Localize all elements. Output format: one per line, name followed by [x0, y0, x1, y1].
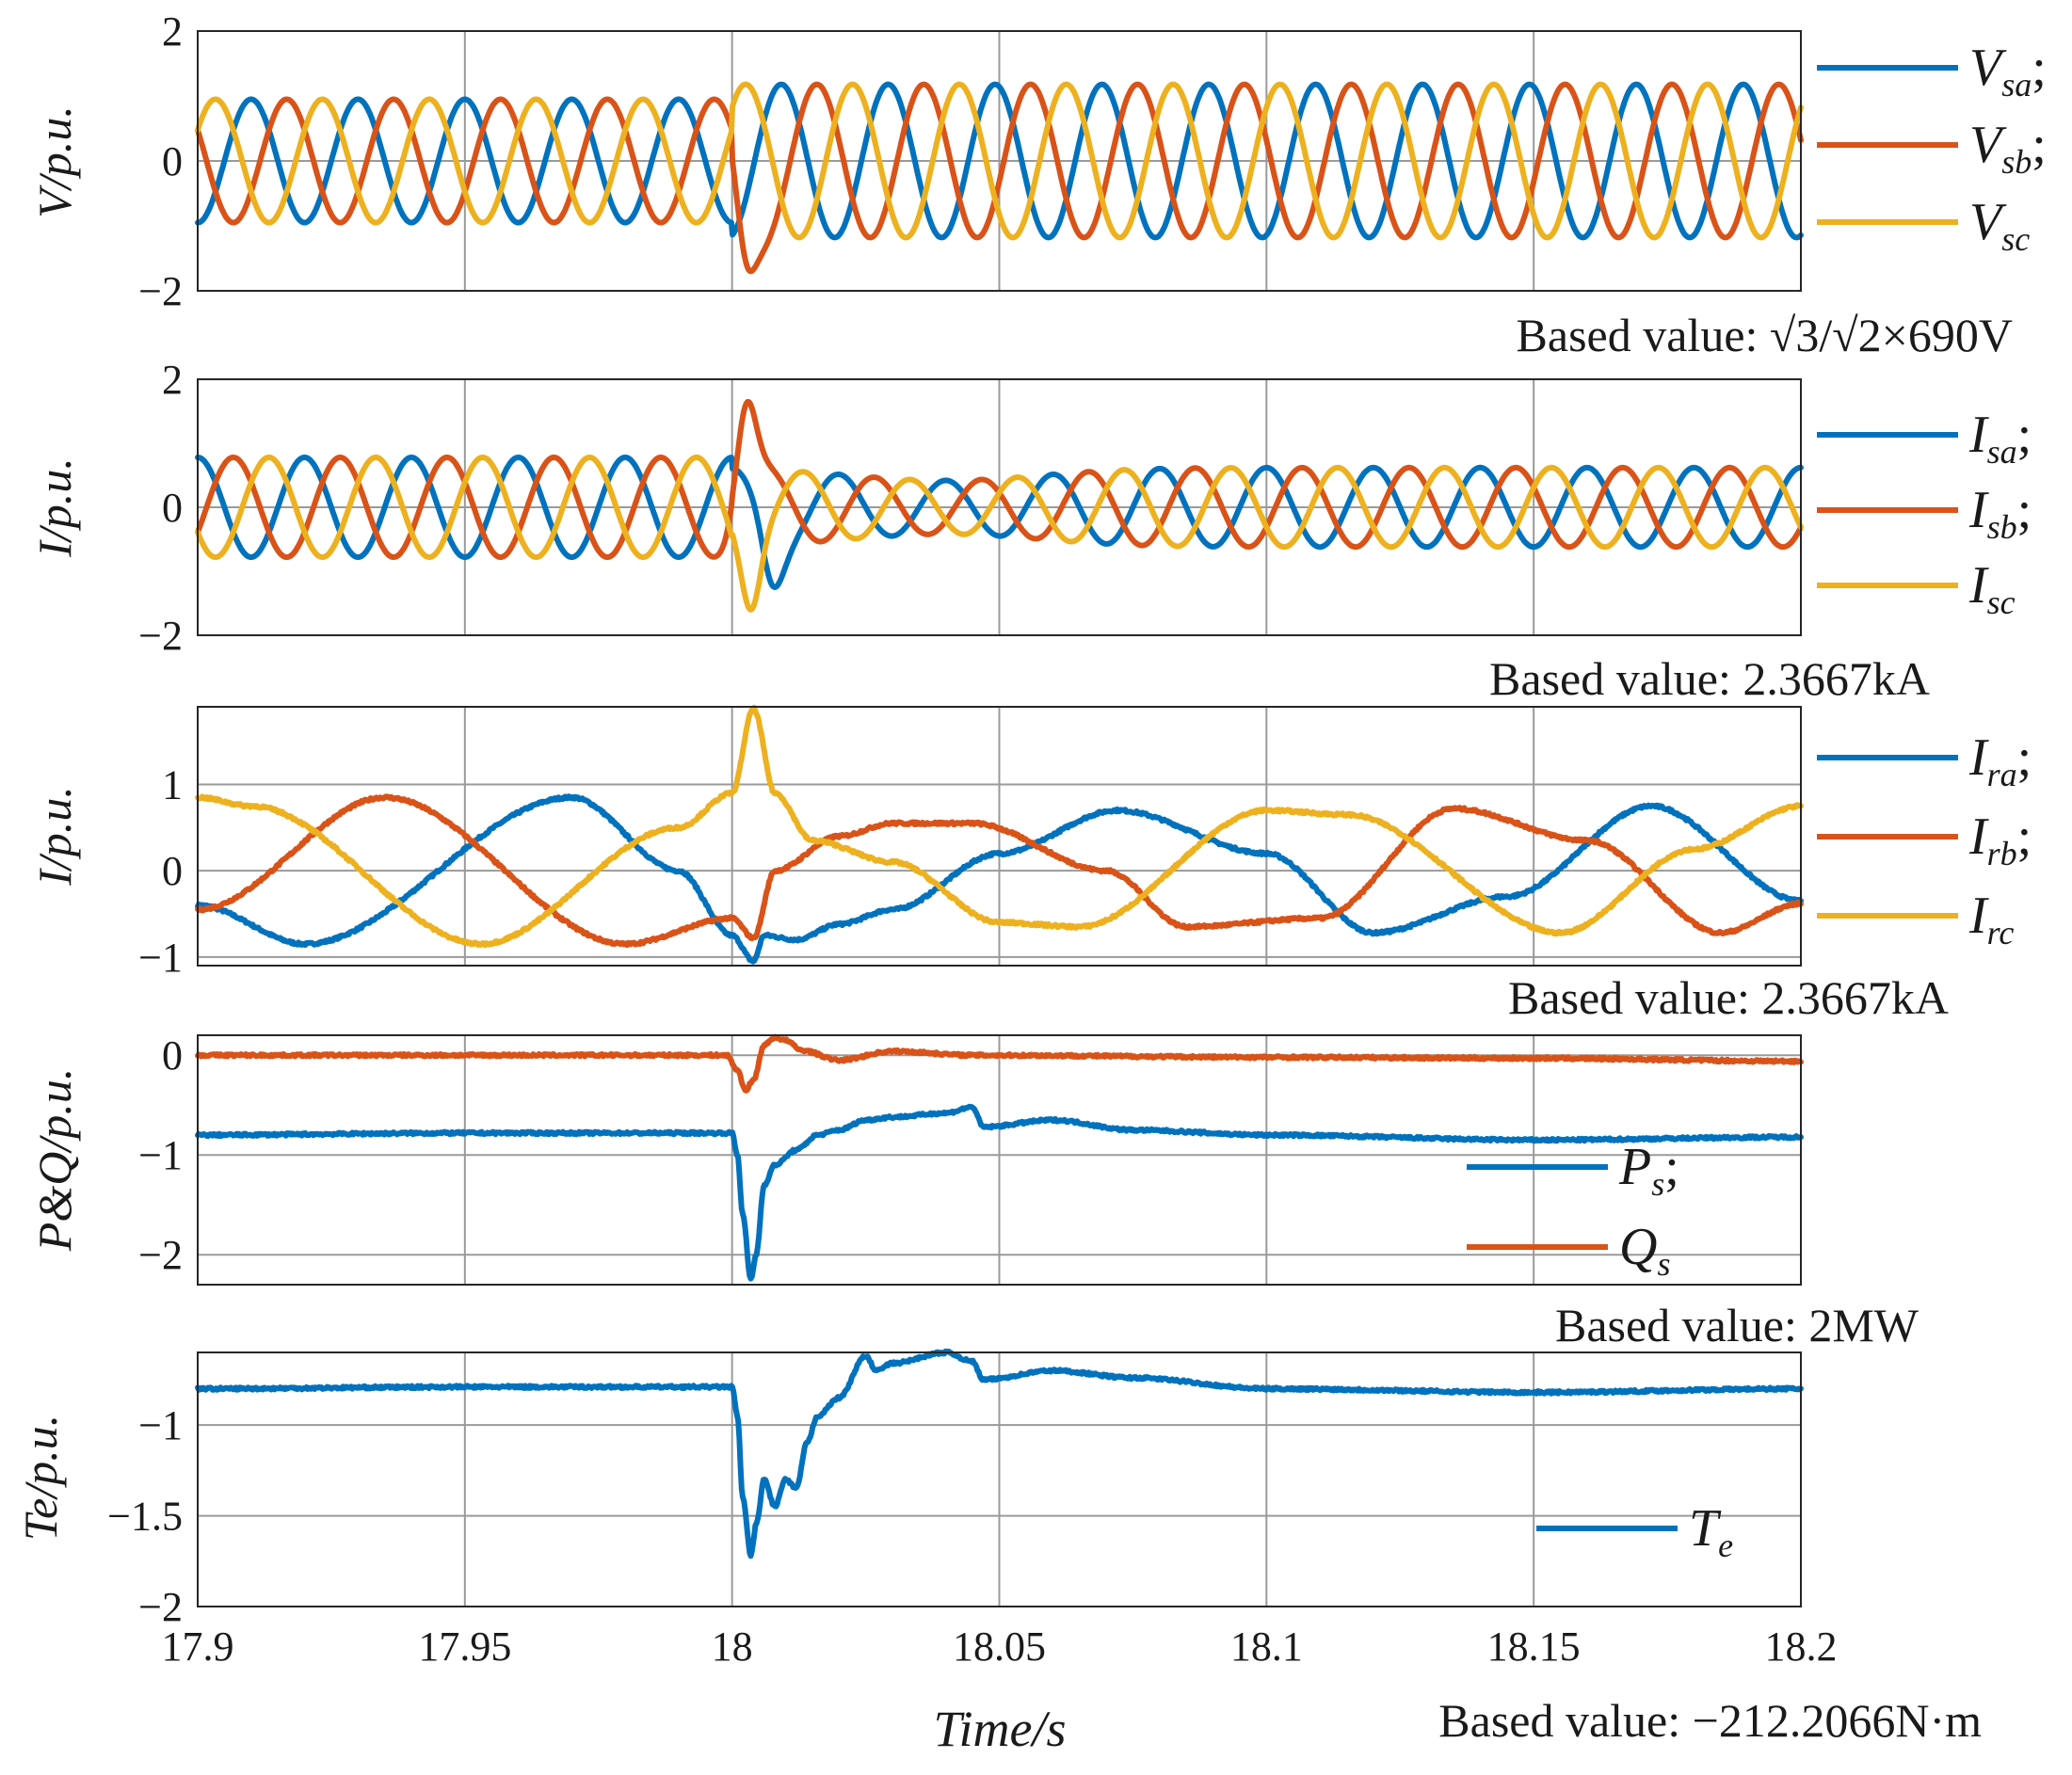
series-line-ira [195, 793, 1804, 965]
ylabel: P&Q/p.u. [28, 1068, 81, 1252]
plot-border [197, 30, 1802, 292]
y-tick-label: −2 [138, 613, 183, 659]
y-tick-label: 0 [162, 848, 183, 894]
y-tick-label: 0 [162, 485, 183, 531]
series-line-isc [195, 455, 1804, 613]
series-line-vsc [195, 81, 1804, 241]
base-value-note: Based value: 2MW [1555, 1299, 1919, 1351]
legend-label-vsa: Vsa; [1969, 39, 2047, 104]
y-tick-label: −2 [138, 268, 183, 314]
series-line-te [195, 1348, 1804, 1559]
x-tick-label: 18.05 [953, 1623, 1046, 1670]
x-tick-label: 18 [712, 1623, 753, 1670]
legend-label-irb: Irb; [1968, 808, 2032, 872]
base-value-note: Based value: 2.3667kA [1489, 652, 1930, 705]
legend-label-isb: Isb; [1968, 481, 2032, 546]
base-value-note: Based value: −212.2066N·m [1438, 1694, 1982, 1747]
legend-label-qs: Qs [1619, 1218, 1670, 1283]
series-line-isa [195, 455, 1804, 590]
series-line-vsa [195, 81, 1804, 241]
series-line-ps [195, 1103, 1804, 1282]
ylabel: I/p.u. [28, 457, 81, 558]
x-axis-label: Time/s [933, 1701, 1066, 1757]
legend-label-ps: Ps; [1618, 1138, 1679, 1203]
ylabel: Te/p.u. [14, 1415, 67, 1541]
x-tick-label: 17.9 [162, 1623, 234, 1670]
ylabel: I/p.u. [28, 786, 81, 887]
plot-border [197, 378, 1802, 636]
base-value-note: Based value: 2.3667kA [1508, 971, 1949, 1024]
y-tick-label: −2 [138, 1584, 183, 1630]
legend-label-te: Te [1689, 1499, 1733, 1564]
panel-torque: Te/p.u. Based value: −212.2066N·m [14, 1351, 1982, 1747]
legend-label-vsc: Vsc [1969, 193, 2030, 258]
plot-border [197, 1034, 1802, 1286]
x-tick-label: 18.2 [1765, 1623, 1838, 1670]
y-tick-label: −2 [138, 1232, 183, 1278]
x-tick-label: 18.15 [1487, 1623, 1581, 1670]
y-tick-label: −1 [138, 1132, 183, 1178]
y-tick-label: 2 [162, 357, 183, 403]
plot-border [197, 1351, 1802, 1607]
x-tick-label: 18.1 [1230, 1623, 1303, 1670]
legend-label-isc: Isc [1968, 556, 2016, 621]
y-tick-label: −1.5 [107, 1494, 183, 1540]
y-tick-label: 1 [162, 762, 183, 808]
y-tick-label: 2 [162, 8, 183, 55]
y-tick-label: −1 [138, 1402, 183, 1448]
y-tick-label: 0 [162, 1032, 183, 1079]
legend-label-irc: Irc [1968, 887, 2014, 951]
series-line-irb [195, 793, 1804, 949]
legend-label-vsb: Vsb; [1969, 116, 2047, 181]
legend-label-isa: Isa; [1968, 406, 2032, 471]
panel-stator-current: I/p.u. Based value: 2.3667kA [28, 378, 1930, 705]
x-tick-label: 17.95 [418, 1623, 511, 1670]
base-value-note: Based value: √3/√2×690V [1517, 309, 2013, 361]
legend-label-ira: Ira; [1968, 728, 2032, 793]
series-line-irc [195, 704, 1804, 949]
ylabel: V/p.u. [28, 105, 81, 217]
plot-border [197, 706, 1802, 967]
y-tick-label: 0 [162, 138, 183, 184]
chart-marks: −2 0 2 Vsa; Vsb; Vsc −2 0 2 Isa; Isb; Isc −1 0 1 Ira; Ir… [107, 8, 2047, 1670]
y-tick-label: −1 [138, 935, 183, 981]
series-line-qs [195, 1033, 1804, 1094]
